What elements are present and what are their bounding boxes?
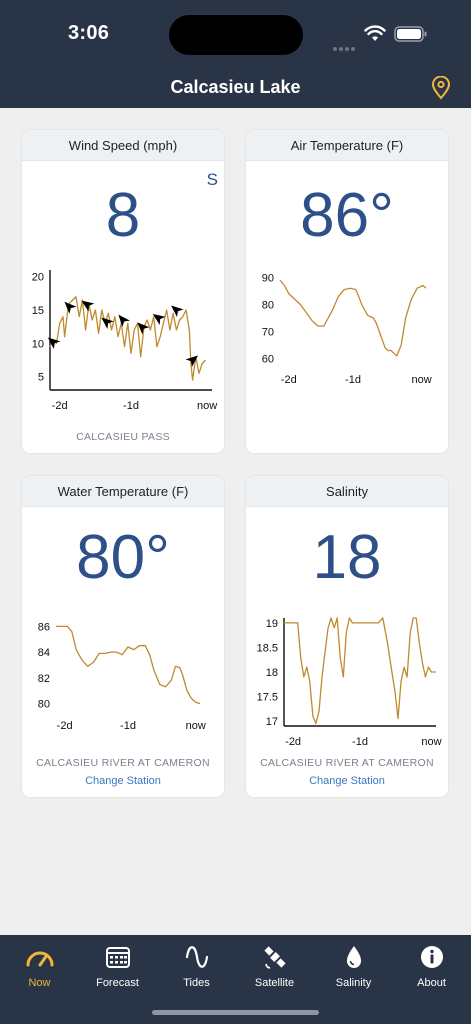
wifi-icon — [364, 25, 386, 41]
wind-speed-title: Wind Speed (mph) — [22, 130, 224, 161]
water-temperature-chart: 80 82 84 86 -2d -1d now — [38, 621, 206, 732]
x-tick-label: now — [412, 374, 432, 386]
salinity-card[interactable]: Salinity 18 17 17.5 18 18.5 19 -2d -1d now CALC… — [246, 476, 448, 797]
info-icon — [420, 946, 443, 968]
wind-direction-arrow — [185, 355, 198, 368]
y-tick-label: 90 — [262, 272, 274, 284]
water-station-name: CALCASIEU RIVER AT CAMERON — [36, 757, 210, 769]
top-bar: 3:06 Calcasieu Lake — [0, 0, 471, 108]
page-title: Calcasieu Lake — [170, 77, 301, 97]
map-pin-icon[interactable] — [431, 76, 451, 100]
y-tick-label: 19 — [266, 618, 278, 630]
wind-speed-value: 8 — [105, 181, 141, 250]
wave-icon — [185, 946, 208, 968]
change-station-link[interactable]: Change Station — [309, 775, 385, 787]
tab-label: Tides — [183, 977, 210, 989]
dynamic-island — [169, 15, 303, 55]
tab-label: Now — [28, 977, 51, 989]
wind-direction-arrow — [64, 301, 77, 314]
tab-label: Forecast — [96, 977, 139, 989]
water-temperature-value: 80° — [76, 523, 170, 592]
x-tick-label: -1d — [123, 400, 139, 410]
y-tick-label: 10 — [32, 338, 44, 350]
y-tick-label: 18 — [266, 667, 278, 679]
x-tick-label: now — [197, 400, 217, 410]
wind-direction: S — [206, 170, 218, 189]
series-line — [284, 617, 436, 725]
tab-satellite[interactable]: Satellite — [235, 943, 314, 989]
y-tick-label: 15 — [32, 305, 44, 317]
y-tick-label: 84 — [38, 647, 50, 659]
air-temperature-card[interactable]: Air Temperature (F) 86° 60 70 80 90 -2d -1d no… — [246, 130, 448, 453]
y-tick-label: 18.5 — [257, 642, 278, 654]
tab-forecast[interactable]: Forecast — [78, 943, 157, 989]
satellite-icon — [263, 946, 286, 969]
water-temperature-title: Water Temperature (F) — [22, 476, 224, 507]
air-temperature-value: 86° — [300, 181, 394, 250]
wind-speed-card[interactable]: Wind Speed (mph) 8 S 5 10 15 20 -2d -1d now CA… — [22, 130, 224, 453]
y-tick-label: 60 — [262, 354, 274, 366]
tab-label: Salinity — [335, 977, 372, 989]
x-tick-label: now — [186, 720, 206, 732]
tab-about[interactable]: About — [392, 943, 471, 989]
salinity-value: 18 — [312, 523, 382, 592]
y-tick-label: 80 — [38, 699, 50, 711]
tab-bar: Now Forecast Tides — [0, 935, 471, 1024]
tab-salinity[interactable]: Salinity — [314, 943, 393, 989]
air-temperature-chart: 60 70 80 90 -2d -1d now — [262, 272, 432, 386]
y-tick-label: 80 — [262, 299, 274, 311]
speedometer-icon — [26, 951, 53, 967]
air-temperature-title: Air Temperature (F) — [246, 130, 448, 161]
water-drop-icon — [346, 946, 361, 968]
series-line — [279, 279, 427, 357]
series-line — [49, 296, 206, 381]
status-time: 3:06 — [68, 22, 110, 44]
wind-station-name: CALCASIEU PASS — [76, 431, 170, 443]
calendar-icon — [105, 947, 130, 968]
y-tick-label: 20 — [32, 272, 44, 284]
x-tick-label: -2d — [285, 736, 301, 748]
wind-speed-chart: 5 10 15 20 -2d -1d now — [32, 270, 217, 410]
change-station-link[interactable]: Change Station — [85, 775, 161, 787]
series-line — [56, 625, 201, 705]
cellular-signal-icon — [333, 38, 357, 56]
y-tick-label: 5 — [38, 372, 44, 384]
wind-direction-arrow — [47, 337, 61, 350]
wind-direction-arrow — [137, 322, 150, 335]
x-tick-label: -2d — [52, 400, 68, 410]
y-tick-label: 70 — [262, 327, 274, 339]
salinity-title: Salinity — [246, 476, 448, 507]
tab-label: About — [417, 977, 446, 989]
wind-direction-arrow — [81, 300, 95, 312]
y-tick-label: 82 — [38, 673, 50, 685]
tab-tides[interactable]: Tides — [157, 943, 236, 989]
tab-label: Satellite — [254, 977, 295, 989]
salinity-station-name: CALCASIEU RIVER AT CAMERON — [260, 757, 434, 769]
home-indicator — [152, 1010, 319, 1015]
water-temperature-card[interactable]: Water Temperature (F) 80° 80 82 84 86 -2d -1d… — [22, 476, 224, 797]
x-tick-label: -2d — [57, 720, 73, 732]
tab-now[interactable]: Now — [0, 943, 79, 989]
x-tick-label: -2d — [281, 374, 297, 386]
y-tick-label: 17.5 — [257, 692, 278, 704]
wind-direction-arrow — [101, 317, 114, 330]
wind-direction-arrow — [171, 305, 184, 318]
x-tick-label: now — [421, 736, 441, 748]
battery-icon — [394, 26, 427, 42]
x-tick-label: -1d — [120, 720, 136, 732]
y-tick-label: 86 — [38, 621, 50, 633]
salinity-chart: 17 17.5 18 18.5 19 -2d -1d now — [257, 617, 442, 748]
x-tick-label: -1d — [352, 736, 368, 748]
y-tick-label: 17 — [266, 716, 278, 728]
wind-direction-arrow — [152, 313, 166, 325]
wind-direction-arrow — [118, 314, 130, 328]
x-tick-label: -1d — [345, 374, 361, 386]
